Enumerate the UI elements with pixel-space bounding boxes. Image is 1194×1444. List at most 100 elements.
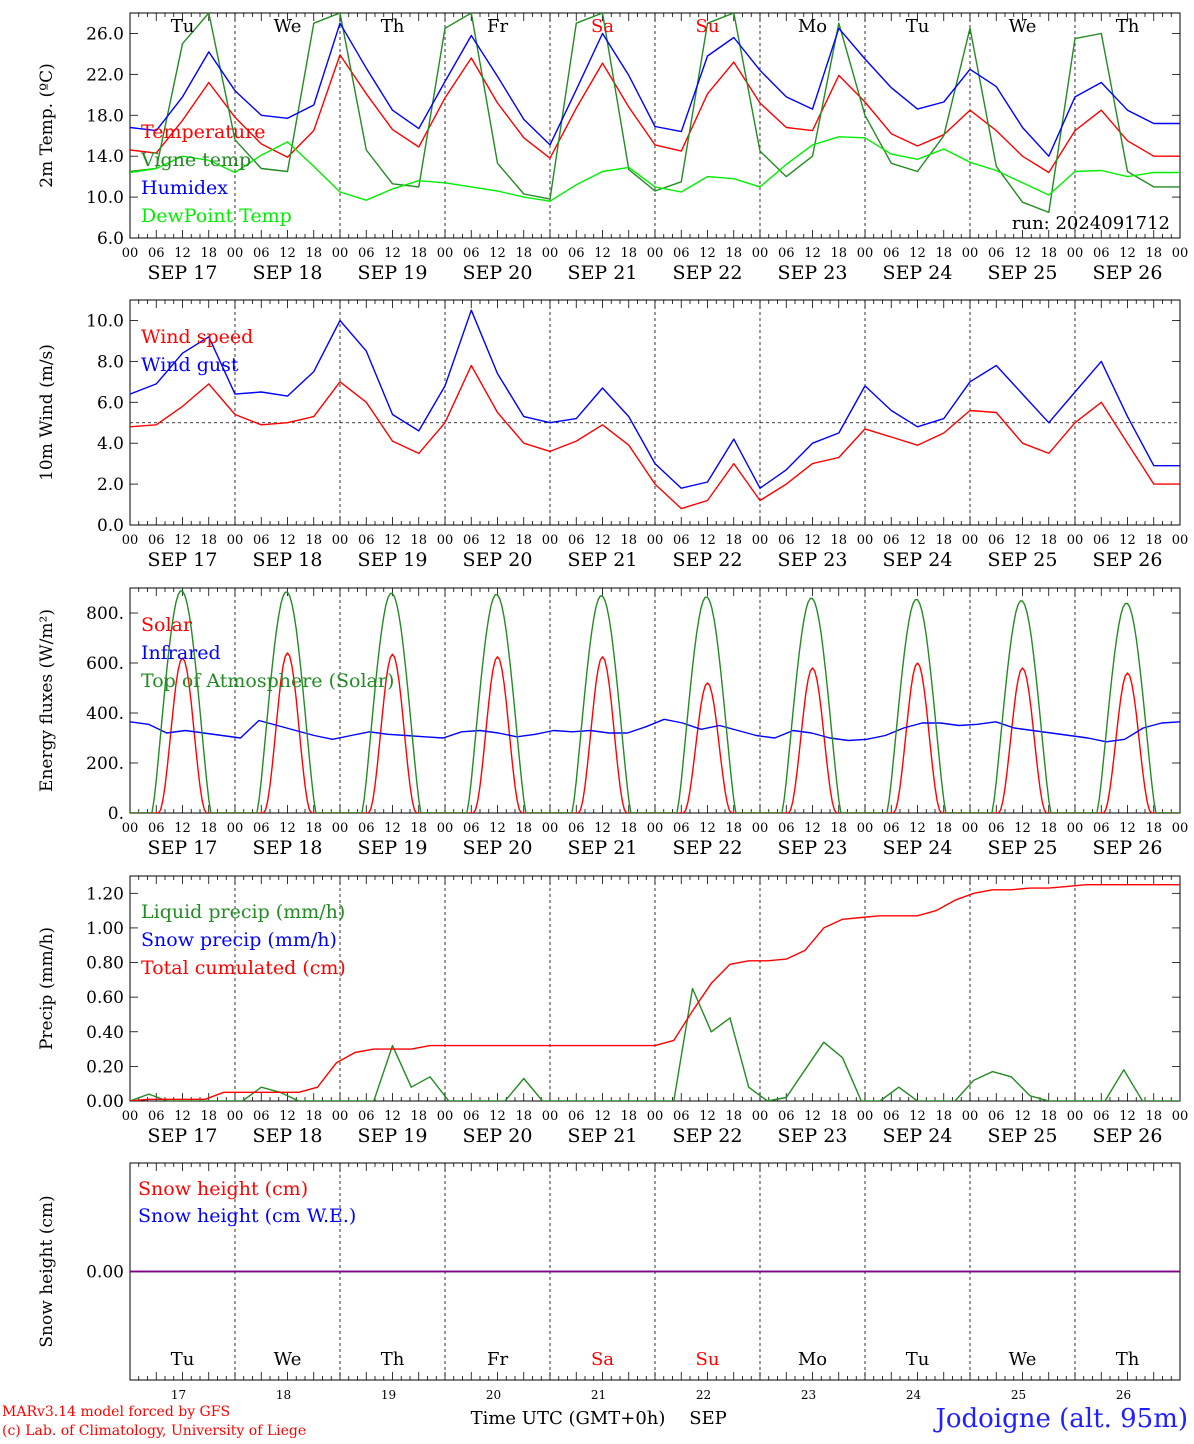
date-label: SEP 26 [1093,837,1163,859]
hour-label: 00 [542,246,559,261]
day-number: 24 [906,1388,922,1402]
date-label: SEP 21 [568,837,638,859]
hour-label: 18 [200,533,217,548]
hour-label: 00 [647,246,664,261]
hour-label: 18 [305,821,322,836]
hour-label: 00 [437,533,454,548]
hour-label: 12 [594,821,611,836]
hour-label: 12 [174,821,191,836]
date-label: SEP 17 [148,837,218,859]
y-tick-label: 14.0 [86,147,124,167]
hour-label: 00 [962,533,979,548]
hour-label: 12 [1119,246,1136,261]
legend-entry: Snow height (cm W.E.) [138,1205,356,1227]
hour-label: 18 [725,1109,742,1124]
hour-label: 00 [332,1109,349,1124]
hour-label: 18 [1040,246,1057,261]
run-label: run: 2024091712 [1012,213,1170,234]
hour-label: 00 [857,821,874,836]
hour-label: 06 [568,246,585,261]
hour-label: 00 [1172,821,1189,836]
hour-label: 18 [410,246,427,261]
hour-label: 06 [148,246,165,261]
series-line-wind-gust [130,309,1180,489]
hour-label: 18 [515,246,532,261]
hour-label: 06 [463,1109,480,1124]
date-label: SEP 19 [358,262,428,284]
hour-label: 00 [647,1109,664,1124]
hour-label: 00 [542,1109,559,1124]
hour-label: 00 [1172,533,1189,548]
date-label: SEP 21 [568,262,638,284]
hour-label: 06 [778,246,795,261]
hour-label: 12 [279,1109,296,1124]
hour-label: 00 [1172,1109,1189,1124]
hour-label: 12 [489,821,506,836]
legend-entry: Wind speed [141,326,253,348]
date-label: SEP 20 [463,549,533,571]
hour-label: 06 [673,246,690,261]
hour-label: 06 [883,821,900,836]
series-group [130,590,1180,813]
hour-label: 00 [752,246,769,261]
hour-label: 00 [962,246,979,261]
legend-entry: Top of Atmosphere (Solar) [141,670,394,692]
day-number: 17 [171,1388,186,1402]
hour-label: 18 [935,1109,952,1124]
hour-label: 12 [1014,533,1031,548]
hour-label: 18 [515,1109,532,1124]
hour-label: 12 [699,821,716,836]
day-name-top: Th [1116,16,1140,37]
date-label: SEP 24 [883,262,953,284]
date-label: SEP 22 [673,1125,743,1147]
day-name-bottom: Tu [906,1349,930,1370]
date-label: SEP 24 [883,549,953,571]
hour-label: 18 [410,821,427,836]
hour-label: 12 [1119,821,1136,836]
date-label: SEP 22 [673,262,743,284]
date-label: SEP 23 [778,837,848,859]
date-label: SEP 20 [463,1125,533,1147]
hour-label: 18 [725,821,742,836]
hour-label: 00 [122,246,139,261]
hour-label: 12 [804,1109,821,1124]
hour-label: 18 [935,821,952,836]
series-line-dewpoint-temp [130,136,1180,202]
hour-label: 18 [1145,821,1162,836]
hour-label: 12 [174,1109,191,1124]
date-label: SEP 22 [673,549,743,571]
hour-label: 06 [1093,246,1110,261]
hour-label: 00 [962,821,979,836]
y-tick-label: 0. [108,804,124,824]
day-number: 26 [1116,1388,1131,1402]
hour-label: 06 [253,821,270,836]
hour-label: 06 [1093,821,1110,836]
y-tick-label: 0.00 [86,1263,124,1283]
panel-4: 0.00 0.20 0.40 0.60 0.80 1.00 1.20 Precip (mm/h… [37,875,1189,1147]
hour-label: 18 [305,246,322,261]
y-tick-label: 600. [86,654,124,674]
date-label: SEP 20 [463,837,533,859]
hour-label: 06 [358,1109,375,1124]
hour-label: 06 [463,246,480,261]
hour-label: 12 [279,533,296,548]
date-label: SEP 23 [778,549,848,571]
legend-entry: Total cumulated (cm) [141,957,346,979]
day-name-bottom: Su [696,1349,720,1370]
hour-label: 00 [437,246,454,261]
hour-label: 06 [358,533,375,548]
day-name-top: Su [696,16,720,37]
panel-5: 0.00 Snow height (cm) Snow height (cm) Snow… [37,1162,1181,1381]
hour-label: 06 [988,1109,1005,1124]
y-tick-label: 0.60 [86,988,124,1008]
hour-label: 12 [174,533,191,548]
hour-label: 12 [909,821,926,836]
day-name-bottom: We [274,1349,302,1370]
hour-label: 00 [122,1109,139,1124]
day-name-bottom: Sa [591,1349,614,1370]
date-label: SEP 17 [148,262,218,284]
x-axis-label: Time UTC (GMT+0h) [471,1408,666,1429]
day-number: 25 [1011,1388,1026,1402]
series-line-liquid-precip-mm-h- [130,987,1180,1101]
